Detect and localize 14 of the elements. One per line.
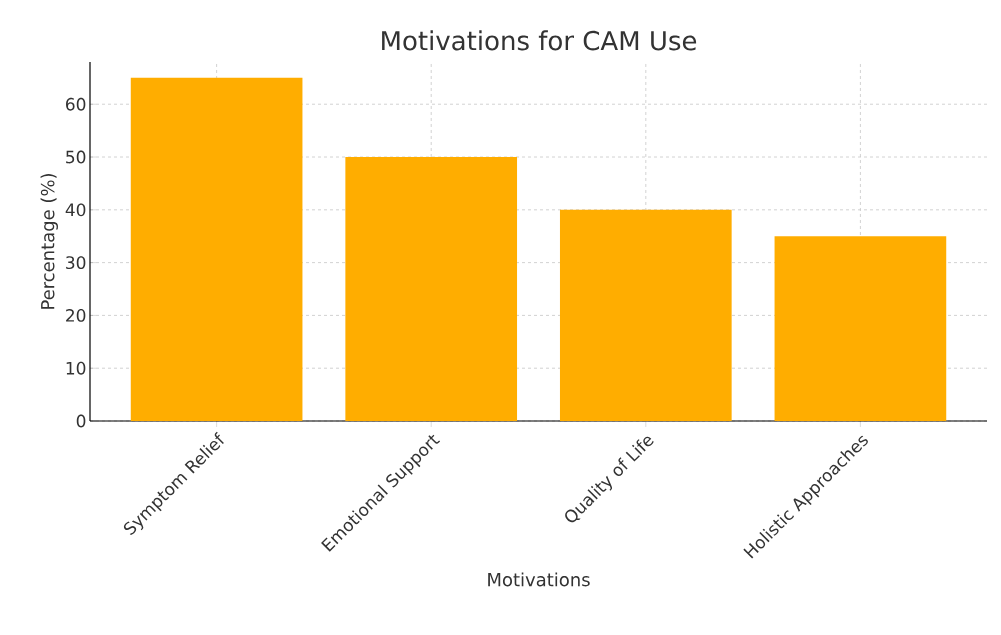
x-axis-title: Motivations [488, 572, 590, 587]
y-axis-title: Percentage (%) [40, 174, 58, 309]
y-tick-label: 30 [66, 256, 86, 270]
bar [559, 209, 732, 421]
bar [345, 157, 518, 421]
y-tick-label: 10 [66, 361, 86, 375]
y-tick-label: 40 [65, 203, 86, 217]
y-tick-label: 20 [66, 308, 86, 322]
y-tick-label: 60 [66, 97, 86, 111]
bar [130, 77, 303, 421]
bar [774, 236, 947, 421]
y-tick-label: 0 [76, 414, 86, 428]
chart-title: Motivations for CAM Use [382, 30, 697, 51]
y-tick-label: 50 [66, 150, 86, 164]
